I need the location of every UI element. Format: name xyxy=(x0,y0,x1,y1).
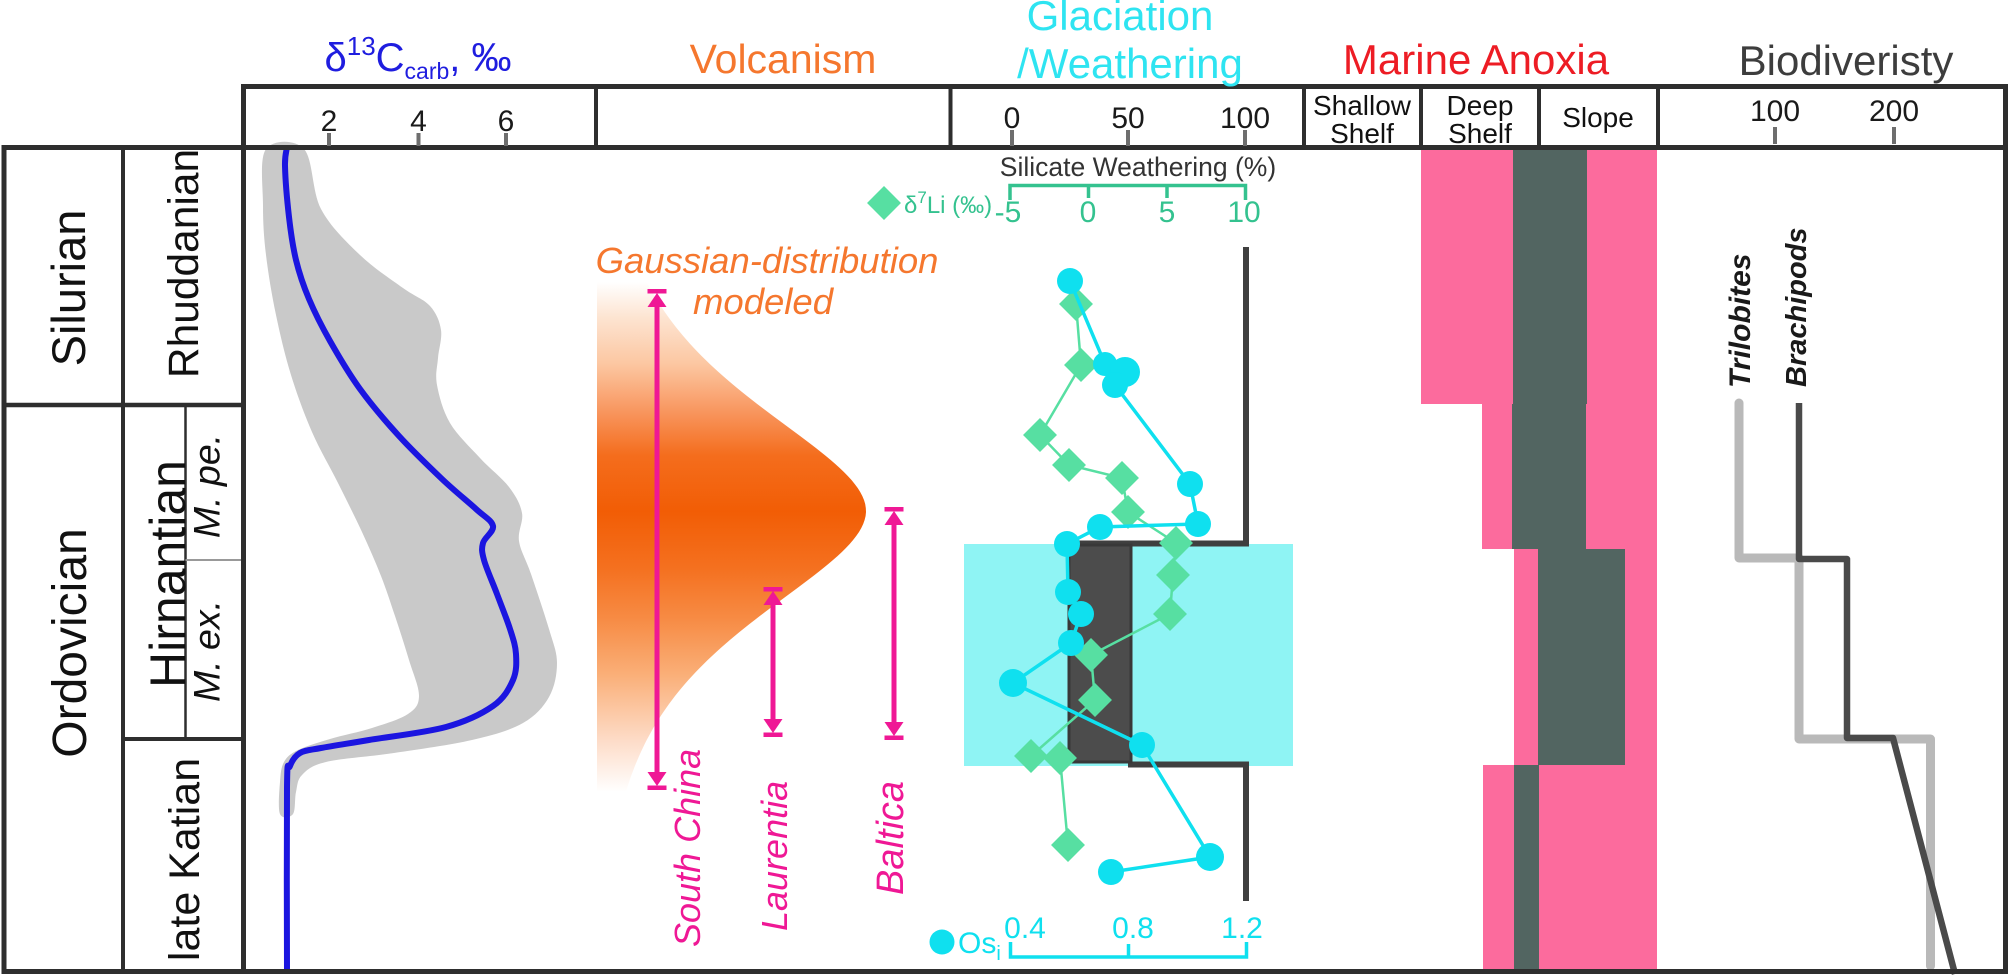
svg-text:4: 4 xyxy=(410,105,427,138)
svg-text:Rhuddanian: Rhuddanian xyxy=(161,149,208,378)
svg-text:200: 200 xyxy=(1869,95,1919,128)
svg-text:Hirnantian: Hirnantian xyxy=(140,460,196,688)
svg-text:South China: South China xyxy=(667,749,708,947)
svg-text:Gaussian-distribution: Gaussian-distribution xyxy=(596,240,939,281)
svg-text:0.4: 0.4 xyxy=(1004,912,1046,945)
svg-text:100: 100 xyxy=(1750,95,1800,128)
svg-text:10: 10 xyxy=(1227,196,1260,229)
svg-text:Silurian: Silurian xyxy=(42,210,95,367)
svg-text:Marine Anoxia: Marine Anoxia xyxy=(1343,36,1610,83)
svg-text:late Katian: late Katian xyxy=(161,758,209,961)
svg-text:Slope: Slope xyxy=(1562,102,1634,133)
svg-text:modeled: modeled xyxy=(693,281,835,322)
svg-text:0.8: 0.8 xyxy=(1112,912,1154,945)
svg-text:M. ex.: M. ex. xyxy=(186,600,228,702)
svg-text:0: 0 xyxy=(1004,102,1021,135)
svg-text:50: 50 xyxy=(1111,102,1144,135)
svg-text:Deep: Deep xyxy=(1447,90,1514,121)
svg-text:Silicate Weathering (%): Silicate Weathering (%) xyxy=(1000,152,1276,182)
svg-text:Laurentia: Laurentia xyxy=(754,781,795,931)
svg-text:100: 100 xyxy=(1220,102,1270,135)
svg-text:5: 5 xyxy=(1159,196,1176,229)
svg-text:6: 6 xyxy=(498,105,515,138)
svg-text:Shallow: Shallow xyxy=(1313,90,1412,121)
svg-text:Volcanism: Volcanism xyxy=(690,36,877,82)
svg-text:0: 0 xyxy=(1080,196,1097,229)
svg-text:Baltica: Baltica xyxy=(870,781,912,895)
svg-text:Osi: Osi xyxy=(958,927,1001,965)
svg-text:Shelf: Shelf xyxy=(1448,118,1512,149)
svg-text:2: 2 xyxy=(321,105,338,138)
svg-text:/Weathering: /Weathering xyxy=(1017,40,1243,87)
svg-text:1.2: 1.2 xyxy=(1221,912,1263,945)
svg-text:Shelf: Shelf xyxy=(1330,118,1394,149)
svg-text:Glaciation: Glaciation xyxy=(1027,0,1214,39)
svg-text:Brachipods: Brachipods xyxy=(1781,227,1813,387)
svg-text:δ7Li (‰): δ7Li (‰) xyxy=(904,188,992,219)
svg-text:M. pe.: M. pe. xyxy=(186,434,228,538)
svg-text:Trilobites: Trilobites xyxy=(1724,254,1757,388)
svg-text:Biodiveristy: Biodiveristy xyxy=(1739,37,1954,84)
svg-text:-5: -5 xyxy=(995,196,1022,229)
svg-text:Ordovician: Ordovician xyxy=(44,528,97,757)
